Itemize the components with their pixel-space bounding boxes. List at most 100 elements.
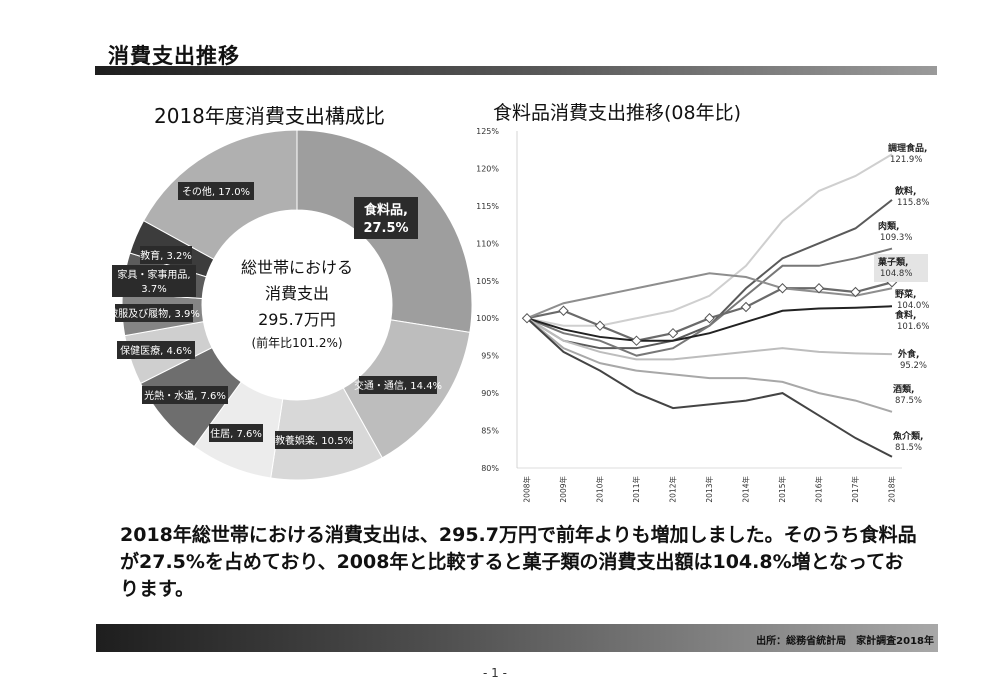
svg-text:3.7%: 3.7% (141, 284, 166, 295)
series-end-label: 野菜,104.0% (895, 288, 929, 311)
svg-text:肉類,: 肉類, (878, 220, 899, 232)
svg-text:住居, 7.6%: 住居, 7.6% (210, 427, 262, 440)
series-marker (777, 283, 788, 294)
series-marker (667, 327, 679, 339)
x-tick-label: 2011年 (631, 476, 641, 503)
x-tick-label: 2016年 (814, 476, 824, 503)
y-tick-label: 120% (476, 164, 499, 173)
series-line (526, 317, 893, 413)
svg-text:酒類,: 酒類, (893, 383, 914, 395)
series-marker (813, 283, 825, 294)
series-marker (850, 286, 861, 298)
y-tick-label: 95% (481, 352, 499, 361)
series-line (526, 281, 893, 342)
x-tick-label: 2009年 (558, 476, 568, 503)
svg-text:調理食品,: 調理食品, (888, 142, 927, 154)
series-marker (558, 305, 569, 316)
series-end-label: 調理食品,121.9% (888, 142, 927, 165)
x-tick-label: 2010年 (595, 476, 605, 503)
svg-text:27.5%: 27.5% (363, 221, 408, 236)
page-number: - 1 - (483, 666, 507, 680)
donut-center-text: 消費支出 (265, 284, 329, 303)
line-chart-title: 食料品消費支出推移(08年比) (493, 102, 742, 124)
donut-center-text: (前年比101.2%) (251, 335, 342, 350)
donut-slice-label: 保健医療, 4.6% (117, 341, 195, 359)
series-end-label: 菓子類,104.8% (874, 254, 928, 282)
x-tick-label: 2013年 (704, 476, 714, 503)
y-tick-label: 80% (481, 464, 499, 473)
svg-text:魚介類,: 魚介類, (893, 430, 923, 442)
series-end-label: 魚介類,81.5% (893, 430, 923, 453)
donut-slice-label: 交通・通信, 14.4% (354, 376, 442, 394)
y-tick-label: 125% (476, 127, 499, 136)
y-tick-label: 110% (476, 239, 499, 248)
series-line (526, 317, 893, 361)
donut-slice-label: 家具・家事用品, 3.7% (112, 265, 196, 297)
donut-slice-label: その他, 17.0% (178, 182, 254, 200)
donut-slice-label: 光熱・水道, 7.6% (142, 386, 228, 404)
series-line (526, 317, 893, 458)
series-line (526, 153, 893, 327)
series-marker (521, 313, 533, 324)
y-tick-label: 85% (481, 427, 499, 436)
svg-text:外食,: 外食, (897, 348, 919, 360)
svg-text:121.9%: 121.9% (890, 155, 922, 165)
x-tick-label: 2018年 (887, 476, 897, 503)
source-text: 出所：総務省統計局 家計調査2018年 (756, 636, 934, 647)
y-tick-label: 100% (476, 314, 499, 323)
series-marker (704, 313, 715, 324)
y-tick-label: 90% (481, 389, 499, 398)
summary-text: 2018年総世帯における消費支出は、295.7万円で前年よりも増加しました。その… (120, 524, 917, 600)
svg-text:109.3%: 109.3% (880, 233, 912, 243)
svg-text:被服及び履物, 3.9%: 被服及び履物, 3.9% (108, 307, 200, 320)
svg-text:食料品,: 食料品, (364, 202, 408, 218)
svg-text:87.5%: 87.5% (895, 396, 922, 406)
series-end-label: 酒類,87.5% (893, 383, 922, 406)
svg-text:教育, 3.2%: 教育, 3.2% (140, 249, 192, 262)
series-line (526, 305, 893, 342)
svg-text:交通・通信, 14.4%: 交通・通信, 14.4% (354, 379, 442, 392)
svg-text:その他, 17.0%: その他, 17.0% (182, 185, 250, 198)
svg-text:教養娯楽, 10.5%: 教養娯楽, 10.5% (275, 434, 353, 447)
x-tick-label: 2017年 (850, 476, 860, 503)
svg-text:光熱・水道, 7.6%: 光熱・水道, 7.6% (144, 389, 226, 402)
donut-center-text: 総世帯における (241, 258, 353, 277)
svg-text:101.6%: 101.6% (897, 322, 929, 332)
donut-chart-title: 2018年度消費支出構成比 (154, 104, 385, 128)
donut-slice-label: 住居, 7.6% (209, 424, 263, 442)
donut-slice-label: 教養娯楽, 10.5% (275, 431, 353, 449)
donut-slice-label: 被服及び履物, 3.9% (108, 304, 200, 322)
svg-text:104.8%: 104.8% (880, 269, 912, 279)
series-line (526, 272, 893, 320)
series-end-label: 食料,101.6% (894, 309, 929, 332)
series-end-label: 飲料,115.8% (894, 185, 929, 208)
svg-text:115.8%: 115.8% (897, 198, 929, 208)
x-tick-label: 2012年 (668, 476, 678, 503)
svg-text:保健医療, 4.6%: 保健医療, 4.6% (120, 344, 192, 357)
svg-text:野菜,: 野菜, (895, 288, 916, 300)
y-tick-label: 115% (476, 202, 499, 211)
page-title: 消費支出推移 (108, 44, 240, 68)
x-tick-label: 2008年 (522, 476, 532, 503)
svg-text:飲料,: 飲料, (894, 185, 916, 197)
donut-slice-label: 教育, 3.2% (140, 246, 192, 264)
svg-text:菓子類,: 菓子類, (877, 256, 908, 268)
svg-text:81.5%: 81.5% (895, 443, 922, 453)
svg-text:家具・家事用品,: 家具・家事用品, (117, 268, 190, 281)
svg-text:104.0%: 104.0% (897, 301, 929, 311)
x-tick-label: 2014年 (741, 476, 751, 503)
series-line (526, 247, 893, 357)
series-marker (740, 301, 752, 313)
series-marker (631, 335, 642, 346)
svg-text:食料,: 食料, (894, 309, 916, 321)
y-tick-label: 105% (476, 277, 499, 286)
series-end-label: 肉類,109.3% (878, 220, 912, 243)
footer-bar (96, 624, 938, 652)
donut-center-text: 295.7万円 (258, 310, 336, 329)
donut-slice-label: 食料品, 27.5% (354, 197, 418, 239)
series-end-label: 外食,95.2% (897, 348, 927, 371)
title-bar (95, 66, 937, 75)
x-tick-label: 2015年 (777, 476, 787, 503)
